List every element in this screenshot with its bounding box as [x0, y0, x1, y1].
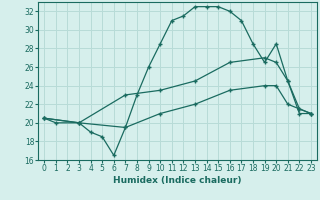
X-axis label: Humidex (Indice chaleur): Humidex (Indice chaleur) — [113, 176, 242, 185]
